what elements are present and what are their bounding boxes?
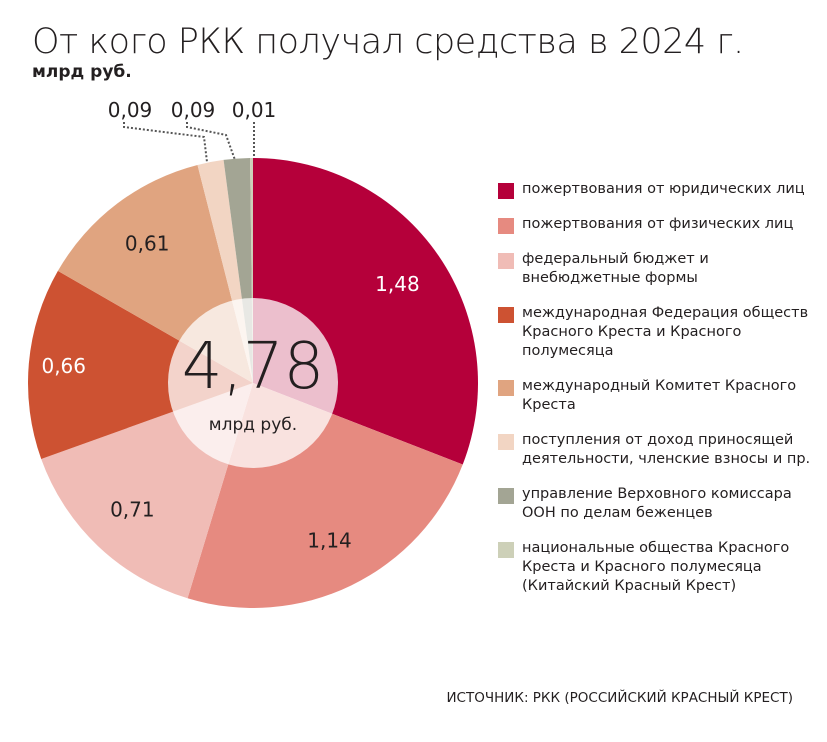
legend: пожертвования от юридических лиц пожертво…: [498, 180, 818, 612]
data-label: 0,61: [125, 232, 170, 256]
legend-label: национальные общества Красного Креста и …: [522, 540, 790, 594]
legend-swatch: [498, 307, 514, 323]
legend-label: пожертвования от юридических лиц: [522, 181, 805, 197]
chart-unit: млрд руб.: [32, 62, 132, 82]
data-label: 0,66: [41, 354, 86, 378]
legend-label: пожертвования от физических лиц: [522, 216, 794, 232]
legend-item: федеральный бюджет и внебюджетные формы: [498, 250, 818, 288]
leader-line: [186, 122, 236, 161]
legend-swatch: [498, 434, 514, 450]
legend-item: национальные общества Красного Креста и …: [498, 539, 818, 596]
data-label: 1,48: [375, 272, 420, 296]
data-label: 0,09: [108, 98, 153, 122]
legend-label: международный Комитет Красного Креста: [522, 378, 797, 413]
total-unit: млрд руб.: [209, 415, 297, 435]
pie-slice: [27, 270, 254, 459]
chart-title: От кого РКК получал средства в 2024 г.: [32, 22, 744, 62]
legend-item: пожертвования от юридических лиц: [498, 180, 818, 199]
legend-item: пожертвования от физических лиц: [498, 215, 818, 234]
data-label: 0,09: [171, 98, 216, 122]
leader-line: [123, 122, 208, 163]
data-label: 0,71: [110, 498, 155, 522]
data-label: 0,01: [232, 98, 277, 122]
legend-swatch: [498, 183, 514, 199]
legend-swatch: [498, 218, 514, 234]
source-note: ИСТОЧНИК: РКК (РОССИЙСКИЙ КРАСНЫЙ КРЕСТ): [446, 690, 793, 706]
legend-label: федеральный бюджет и внебюджетные формы: [522, 251, 709, 286]
legend-swatch: [498, 542, 514, 558]
legend-label: управление Верховного комиссара ООН по д…: [522, 486, 792, 521]
legend-swatch: [498, 488, 514, 504]
legend-item: управление Верховного комиссара ООН по д…: [498, 485, 818, 523]
legend-item: международный Комитет Красного Креста: [498, 377, 818, 415]
legend-label: поступления от доход приносящей деятельн…: [522, 432, 811, 467]
legend-swatch: [498, 380, 514, 396]
legend-item: международная Федерация обществ Красного…: [498, 304, 818, 361]
center-circle: [168, 298, 338, 468]
legend-label: международная Федерация обществ Красного…: [522, 305, 809, 359]
legend-item: поступления от доход приносящей деятельн…: [498, 431, 818, 469]
legend-swatch: [498, 253, 514, 269]
total-value: 4,78: [182, 330, 325, 404]
data-label: 1,14: [307, 528, 352, 552]
